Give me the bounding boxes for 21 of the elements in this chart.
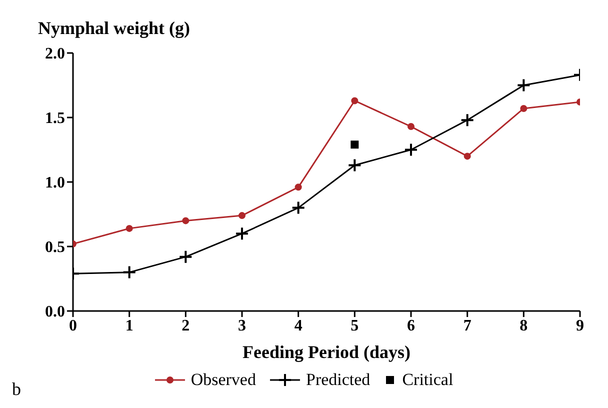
x-tick-label: 9 bbox=[576, 317, 584, 334]
x-tick-label: 4 bbox=[294, 317, 302, 334]
x-tick-label: 3 bbox=[238, 317, 246, 334]
y-tick-label: 2.0 bbox=[45, 46, 65, 63]
legend-label: Predicted bbox=[306, 370, 370, 390]
legend-label: Critical bbox=[402, 370, 454, 390]
y-axis-title: Nymphal weight (g) bbox=[38, 18, 190, 39]
x-tick-label: 7 bbox=[463, 317, 472, 334]
x-tick-label: 2 bbox=[182, 317, 190, 334]
text: b bbox=[12, 379, 21, 400]
x-tick-label: 1 bbox=[125, 317, 134, 334]
x-tick-label: 0 bbox=[69, 317, 77, 334]
y-tick-label: 0.5 bbox=[45, 239, 65, 256]
x-tick-label: 5 bbox=[350, 317, 359, 334]
x-tick-label: 8 bbox=[520, 317, 528, 334]
x-tick-label: 6 bbox=[407, 317, 415, 334]
x-axis-title: Feeding Period (days) bbox=[242, 342, 410, 362]
legend-label: Observed bbox=[190, 370, 256, 390]
y-tick-label: 0.0 bbox=[45, 304, 65, 321]
y-tick-label: 1.0 bbox=[45, 174, 65, 192]
y-tick-label: 1.5 bbox=[45, 110, 65, 128]
